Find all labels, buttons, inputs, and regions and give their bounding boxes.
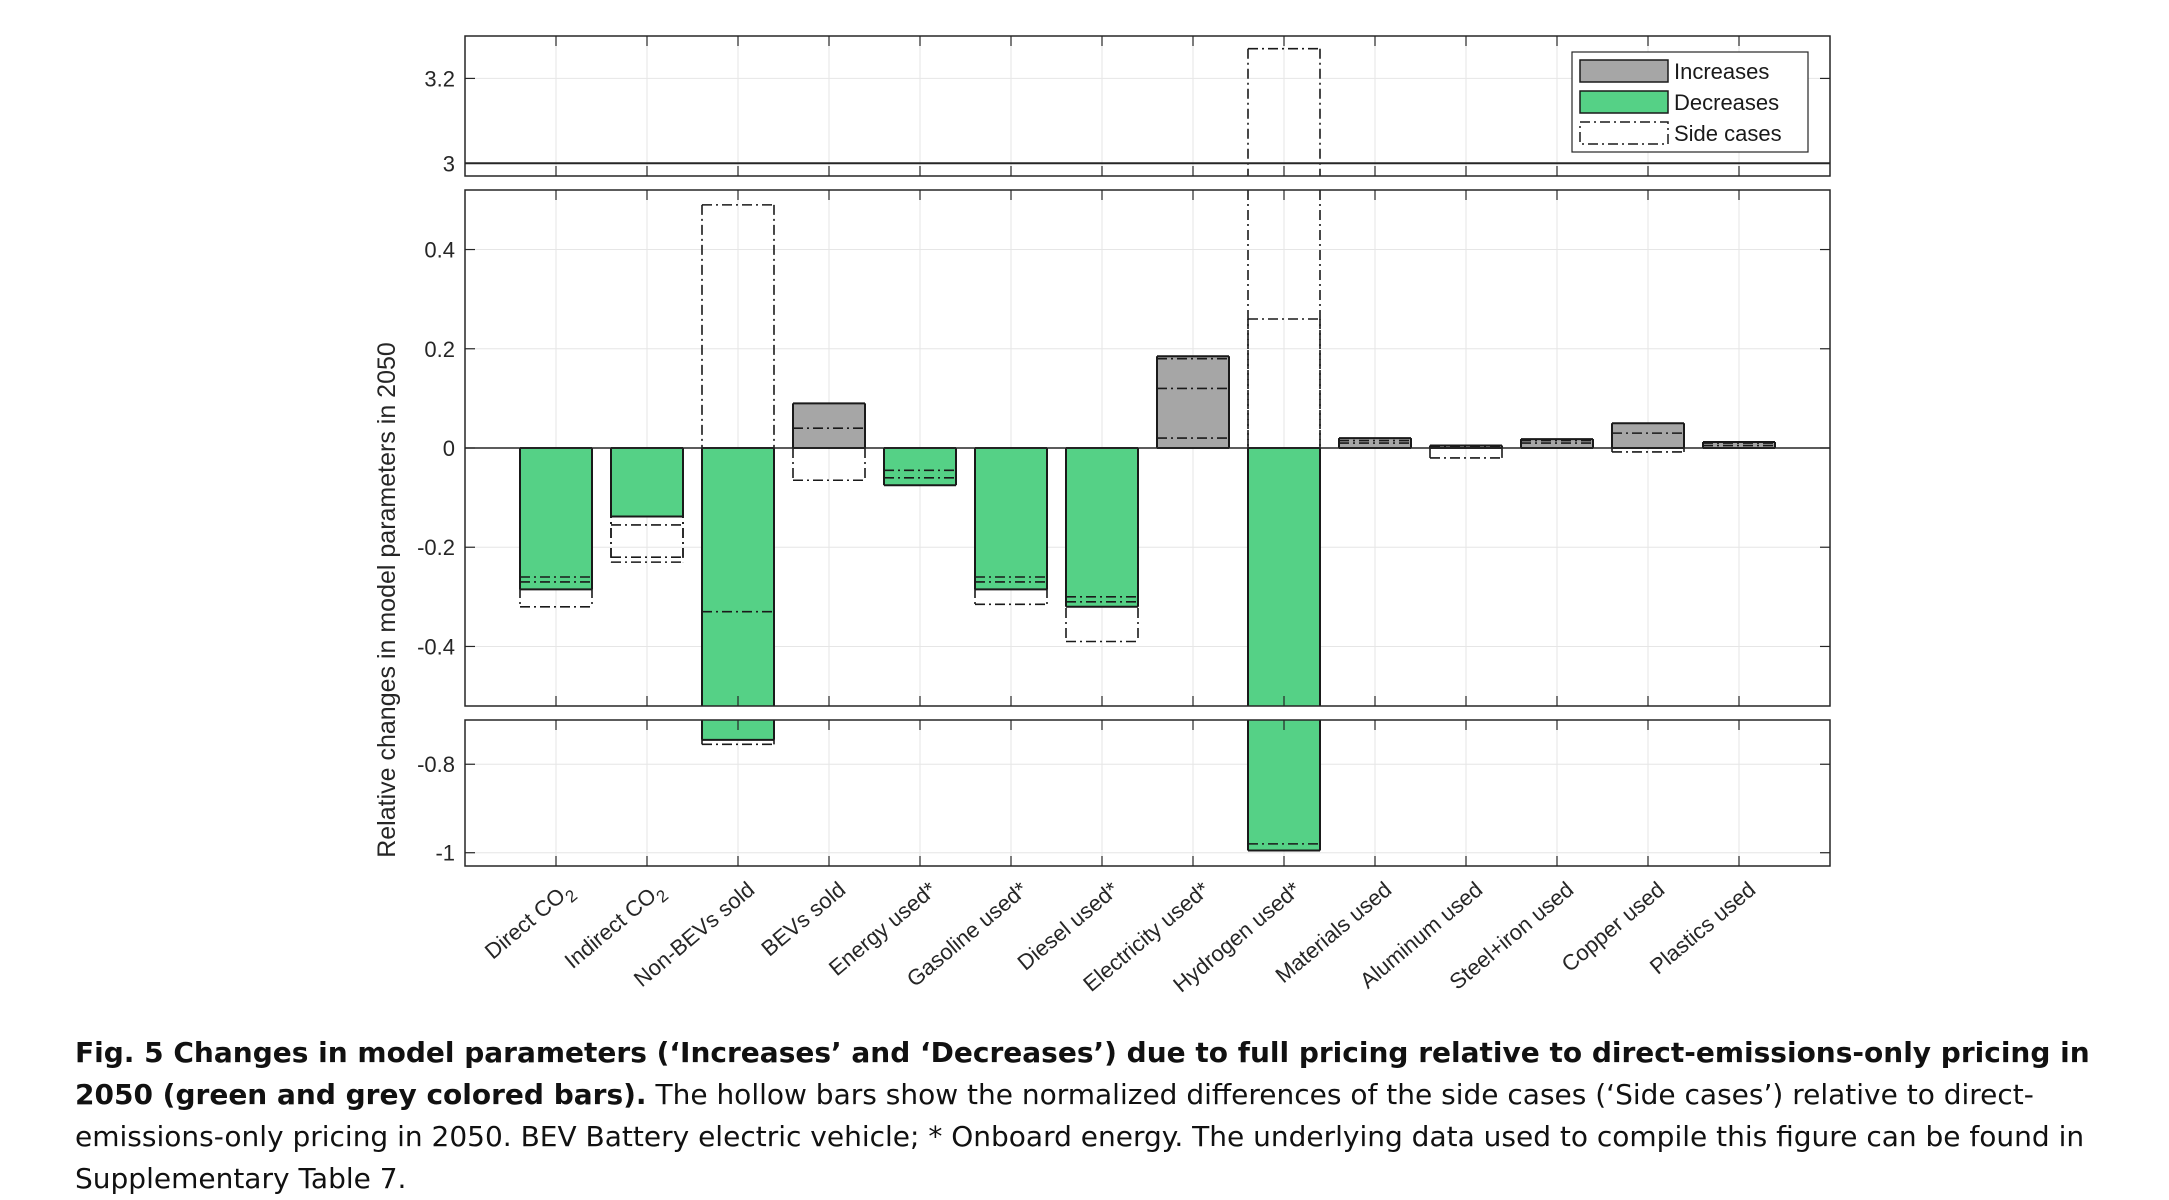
legend-swatch xyxy=(1579,90,1669,114)
y-axis-label: Relative changes in model parameters in … xyxy=(373,342,401,858)
y-tick-label: 0.2 xyxy=(424,337,455,362)
legend-label: Side cases xyxy=(1674,121,1782,146)
legend-label: Decreases xyxy=(1674,90,1779,115)
x-category-label: BEVs sold xyxy=(756,877,850,961)
axes-frame xyxy=(464,719,1831,867)
bar xyxy=(1157,356,1229,448)
bar xyxy=(1248,720,1320,851)
bar xyxy=(1248,448,1320,706)
category-label-text: Direct CO xyxy=(480,883,570,964)
y-tick-label: -0.2 xyxy=(417,535,455,560)
bar xyxy=(884,448,956,486)
bar xyxy=(1066,448,1138,607)
bar xyxy=(611,448,683,517)
y-tick-label: -1 xyxy=(435,841,455,866)
y-axis-ticks: 3 3.2 -0.4 -0.2 0 0.2 0.4 -1 -0.8 xyxy=(417,66,1830,866)
category-label-text: BEVs sold xyxy=(756,877,850,961)
bar xyxy=(793,403,865,448)
figure-caption: Fig. 5 Changes in model parameters (‘Inc… xyxy=(75,1032,2125,1200)
y-tick-label: 3.2 xyxy=(424,66,455,91)
chart: 3 3.2 -0.4 -0.2 0 0.2 0.4 -1 -0.8 Direct CO2Indi… xyxy=(373,35,1831,997)
bar xyxy=(520,448,592,590)
axes-frame xyxy=(464,35,1831,177)
legend-label: Increases xyxy=(1674,59,1769,84)
y-tick-label: -0.4 xyxy=(417,634,455,659)
caption-bold: Fig. 5 Changes in model parameters (‘Inc… xyxy=(75,1036,2090,1111)
y-tick-label: 0 xyxy=(443,436,455,461)
y-tick-label: 3 xyxy=(443,151,455,176)
legend: Increases Decreases Side cases xyxy=(1571,51,1809,153)
y-tick-label: -0.8 xyxy=(417,752,455,777)
y-tick-label: 0.4 xyxy=(424,238,455,263)
bar xyxy=(975,448,1047,590)
legend-swatch xyxy=(1579,121,1669,145)
bars xyxy=(519,355,1776,852)
bar xyxy=(702,448,774,706)
legend-swatch xyxy=(1579,59,1669,83)
bar xyxy=(1612,423,1684,448)
